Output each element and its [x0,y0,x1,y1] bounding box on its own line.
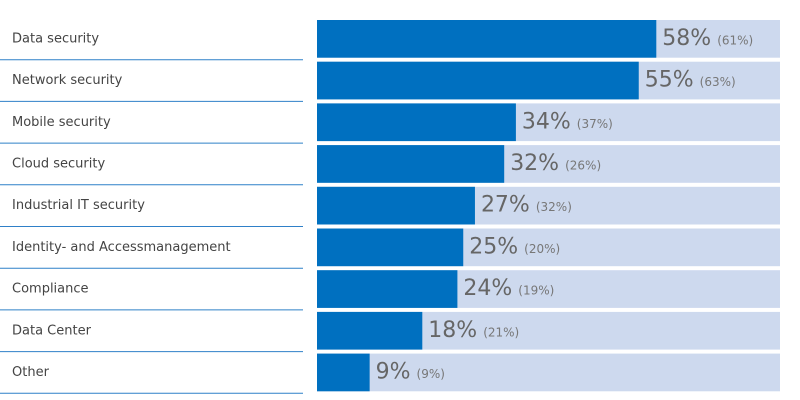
category-label: Compliance [12,282,89,297]
bar [317,353,370,392]
value-label: 34% [522,109,571,134]
value-label: 32% [510,151,559,176]
prior-value-label: (32%) [536,200,572,214]
category-label: Data Center [12,323,92,338]
value-label: 27% [481,193,530,218]
bar [317,270,458,308]
bar [317,20,657,58]
category-label: Industrial IT security [12,198,145,213]
value-label: 24% [463,276,512,301]
value-label: 18% [428,318,477,343]
prior-value-label: (21%) [483,325,519,339]
prior-value-label: (63%) [700,75,736,89]
bar [317,311,423,350]
prior-value-label: (61%) [717,33,753,47]
value-label: 55% [645,68,694,93]
category-label: Identity- and Accessmanagement [12,240,231,255]
prior-value-label: (26%) [565,158,601,172]
prior-value-label: (9%) [417,367,445,381]
category-label: Mobile security [12,115,111,130]
category-label: Data security [12,31,99,46]
category-label: Network security [12,73,123,88]
value-label: 25% [469,234,518,259]
prior-value-label: (37%) [577,117,613,131]
category-label: Other [12,365,50,380]
bar [317,61,639,100]
bar-track [317,353,780,392]
value-label: 9% [376,359,411,384]
bar [317,103,516,142]
bar [317,145,505,183]
bar [317,186,475,225]
prior-value-label: (19%) [518,284,554,298]
bar [317,228,464,267]
category-label: Cloud security [12,156,105,171]
value-label: 58% [662,26,711,51]
prior-value-label: (20%) [524,242,560,256]
